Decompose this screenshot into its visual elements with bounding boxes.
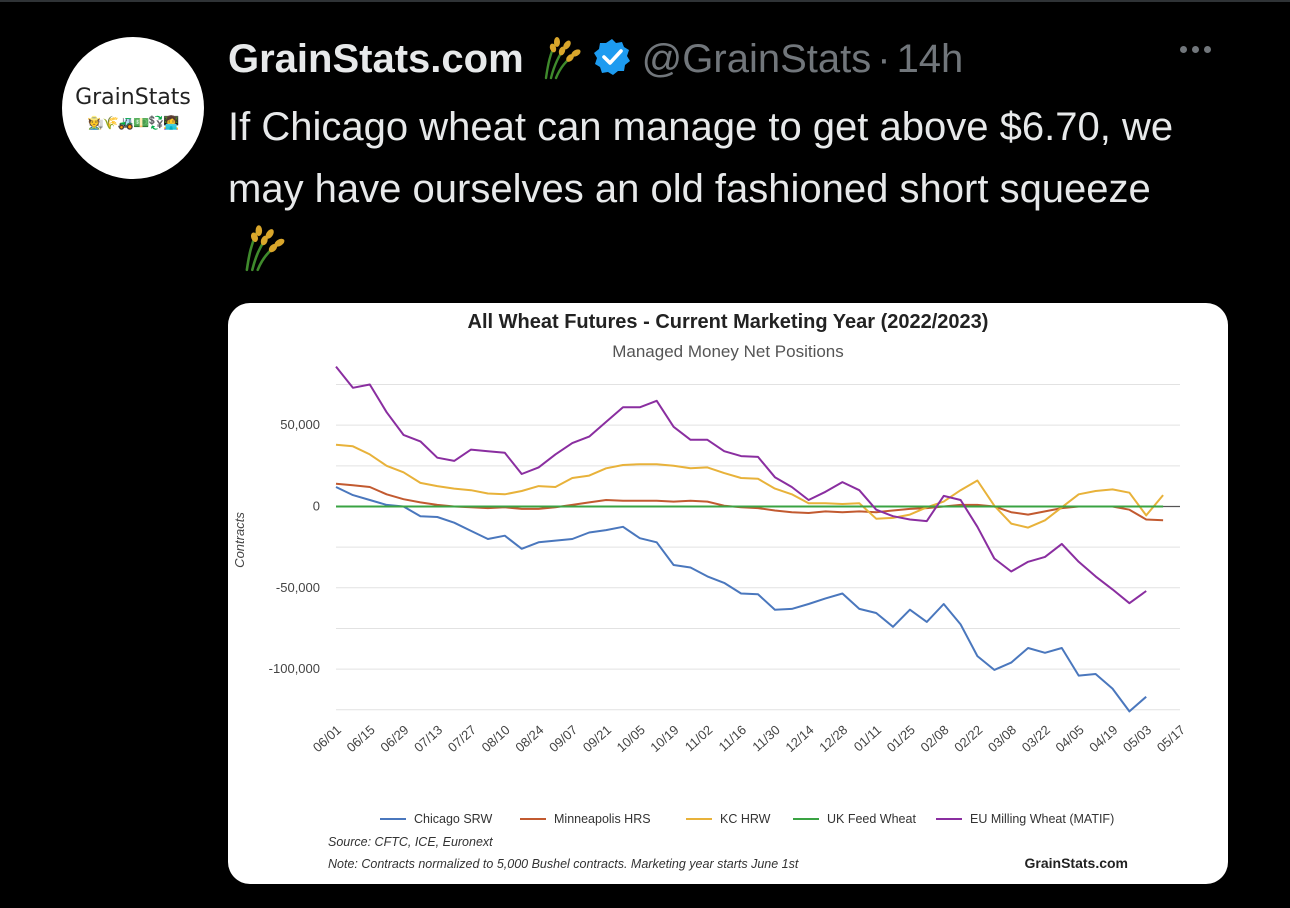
x-tick-label: 11/30 <box>749 722 783 754</box>
x-tick-label: 10/19 <box>647 722 681 755</box>
legend-label: UK Feed Wheat <box>827 812 916 826</box>
chart-title: All Wheat Futures - Current Marketing Ye… <box>468 311 989 333</box>
avatar-logo-text: GrainStats <box>75 85 191 110</box>
chart-watermark: GrainStats.com <box>1025 855 1128 871</box>
y-axis-label: Contracts <box>232 512 247 568</box>
x-tick-label: 01/11 <box>851 722 885 754</box>
x-tick-label: 09/21 <box>580 722 614 755</box>
y-tick-label: 0 <box>313 498 320 513</box>
chart-subtitle: Managed Money Net Positions <box>612 342 844 361</box>
series-line <box>335 486 1147 713</box>
timestamp[interactable]: 14h <box>896 36 964 81</box>
x-tick-label: 06/01 <box>310 722 344 755</box>
x-tick-label: 08/10 <box>479 722 513 755</box>
separator-dot: · <box>877 36 891 81</box>
x-tick-label: 06/15 <box>344 722 378 755</box>
display-name[interactable]: GrainStats.com <box>228 36 524 81</box>
avatar[interactable]: GrainStats 🧑‍🌾🌾🚜💵💱👩‍💻 <box>62 37 204 179</box>
y-tick-label: 50,000 <box>280 417 320 432</box>
tweet-body: If Chicago wheat can manage to get above… <box>228 105 1174 211</box>
y-tick-label: -100,000 <box>269 661 320 676</box>
verified-badge-icon[interactable] <box>592 37 632 82</box>
x-tick-label: 07/27 <box>445 722 479 755</box>
x-tick-label: 06/29 <box>377 722 411 755</box>
legend-label: KC HRW <box>720 812 771 826</box>
tweet-header: GrainStats.com @GrainStats · 14h <box>228 34 963 84</box>
more-options-icon[interactable] <box>1180 46 1211 53</box>
tweet-text: If Chicago wheat can manage to get above… <box>228 96 1188 290</box>
x-tick-label: 08/24 <box>512 722 546 755</box>
x-tick-label: 11/16 <box>716 722 750 754</box>
x-tick-label: 05/17 <box>1154 722 1188 755</box>
sheaf-of-rice-icon <box>536 34 582 85</box>
sheaf-of-rice-icon <box>236 222 286 290</box>
x-tick-label: 04/19 <box>1086 722 1120 755</box>
x-tick-label: 03/22 <box>1019 722 1053 755</box>
x-tick-label: 12/28 <box>816 722 850 755</box>
chart-source: Source: CFTC, ICE, Euronext <box>328 835 493 849</box>
top-divider <box>0 0 1290 2</box>
x-tick-label: 02/08 <box>917 722 951 755</box>
legend-label: Minneapolis HRS <box>554 812 651 826</box>
series-line <box>335 443 1164 529</box>
wheat-futures-chart: All Wheat Futures - Current Marketing Ye… <box>232 311 1188 871</box>
more-dot <box>1192 46 1199 53</box>
avatar-logo-emoji: 🧑‍🌾🌾🚜💵💱👩‍💻 <box>87 115 179 130</box>
chart-image-card[interactable]: All Wheat Futures - Current Marketing Ye… <box>228 303 1228 884</box>
x-tick-label: 11/02 <box>682 722 716 754</box>
x-tick-label: 04/05 <box>1053 722 1087 755</box>
x-tick-label: 01/25 <box>884 722 918 755</box>
chart-note: Note: Contracts normalized to 5,000 Bush… <box>328 857 799 871</box>
x-tick-label: 02/22 <box>951 722 985 755</box>
x-tick-label: 07/13 <box>411 722 445 755</box>
y-tick-label: -50,000 <box>276 580 320 595</box>
x-tick-label: 03/08 <box>985 722 1019 755</box>
x-tick-label: 05/03 <box>1120 722 1154 755</box>
x-tick-label: 12/14 <box>782 722 816 755</box>
legend-label: Chicago SRW <box>414 812 492 826</box>
series-line <box>335 365 1147 605</box>
more-dot <box>1204 46 1211 53</box>
legend-label: EU Milling Wheat (MATIF) <box>970 812 1114 826</box>
x-tick-label: 10/05 <box>614 722 648 755</box>
more-dot <box>1180 46 1187 53</box>
x-tick-label: 09/07 <box>546 722 580 755</box>
handle[interactable]: @GrainStats <box>641 36 872 81</box>
